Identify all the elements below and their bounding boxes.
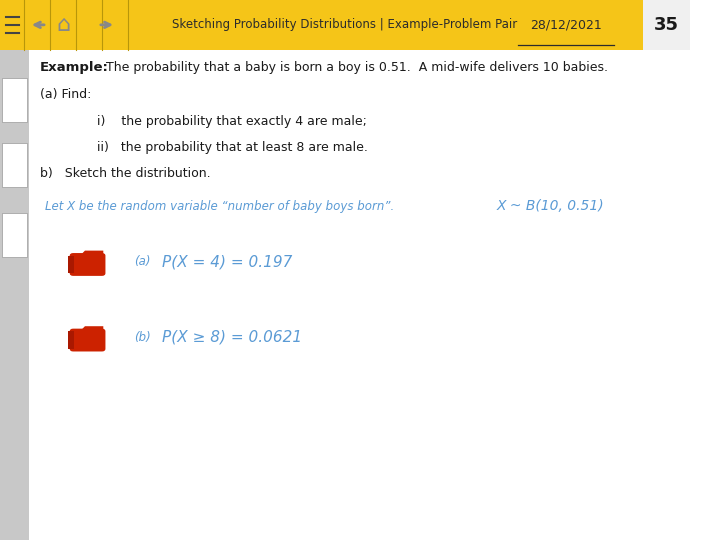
FancyBboxPatch shape — [68, 332, 73, 349]
FancyBboxPatch shape — [2, 78, 27, 122]
Text: i)    the probability that exactly 4 are male;: i) the probability that exactly 4 are ma… — [96, 115, 366, 128]
Text: X ~ B(10, 0.51): X ~ B(10, 0.51) — [497, 199, 605, 213]
Text: Let X be the random variable “number of baby boys born”.: Let X be the random variable “number of … — [45, 200, 394, 213]
FancyBboxPatch shape — [70, 329, 105, 352]
Text: P(X ≥ 8) = 0.0621: P(X ≥ 8) = 0.0621 — [162, 330, 302, 345]
Text: 35: 35 — [654, 16, 679, 34]
FancyBboxPatch shape — [2, 213, 27, 257]
Text: 28/12/2021: 28/12/2021 — [530, 18, 602, 31]
FancyBboxPatch shape — [2, 143, 27, 187]
FancyBboxPatch shape — [68, 256, 73, 273]
FancyBboxPatch shape — [70, 253, 105, 276]
Text: Sketching Probability Distributions | Example-Problem Pair: Sketching Probability Distributions | Ex… — [172, 18, 518, 31]
Text: ii)   the probability that at least 8 are male.: ii) the probability that at least 8 are … — [96, 141, 367, 154]
Text: (a) Find:: (a) Find: — [40, 88, 91, 101]
Text: P(X = 4) = 0.197: P(X = 4) = 0.197 — [162, 254, 292, 269]
Text: (b): (b) — [135, 331, 151, 344]
Bar — [0, 0, 690, 50]
Polygon shape — [82, 251, 103, 256]
Text: Example:: Example: — [40, 61, 109, 74]
Text: The probability that a baby is born a boy is 0.51.  A mid-wife delivers 10 babie: The probability that a baby is born a bo… — [107, 61, 608, 74]
Text: ⌂: ⌂ — [56, 15, 71, 35]
Text: (a): (a) — [135, 255, 151, 268]
Text: b)   Sketch the distribution.: b) Sketch the distribution. — [40, 167, 211, 180]
Bar — [643, 0, 690, 50]
Bar — [0, 50, 29, 540]
Polygon shape — [82, 326, 103, 332]
